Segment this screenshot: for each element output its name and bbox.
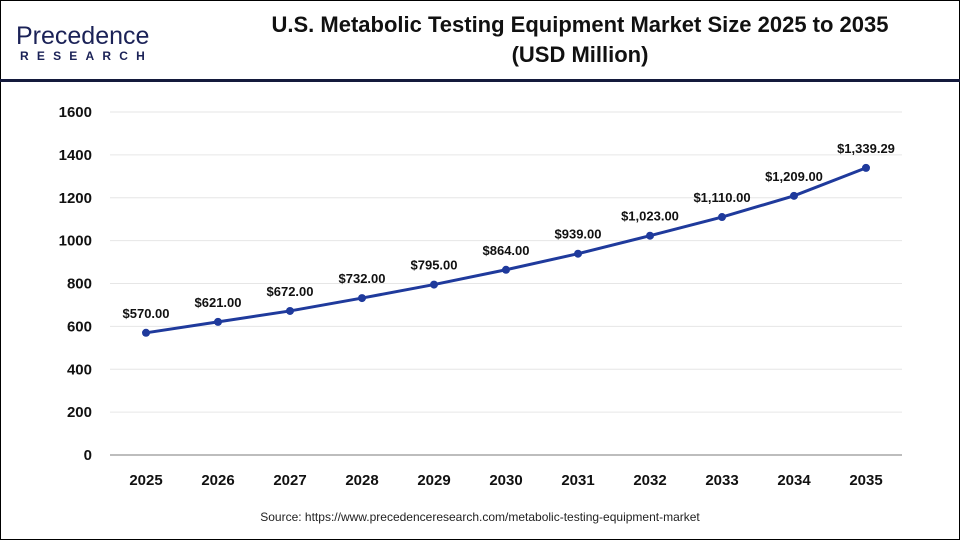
chart-title: U.S. Metabolic Testing Equipment Market … bbox=[200, 10, 960, 70]
y-tick-label: 200 bbox=[67, 404, 92, 421]
data-point bbox=[430, 280, 438, 289]
header-divider bbox=[0, 79, 960, 82]
y-tick-label: 1400 bbox=[59, 147, 92, 164]
data-label: $621.00 bbox=[195, 295, 242, 310]
data-point bbox=[142, 328, 150, 337]
data-point bbox=[502, 265, 510, 274]
data-label: $672.00 bbox=[267, 284, 314, 299]
source-note: Source: https://www.precedenceresearch.c… bbox=[260, 510, 700, 524]
data-label: $570.00 bbox=[123, 306, 170, 321]
y-tick-label: 400 bbox=[67, 361, 92, 378]
data-point bbox=[862, 163, 870, 172]
data-label: $864.00 bbox=[483, 243, 530, 258]
data-label: $939.00 bbox=[555, 227, 602, 242]
x-tick-label: 2034 bbox=[777, 472, 811, 489]
x-tick-label: 2026 bbox=[201, 472, 234, 489]
data-label: $732.00 bbox=[339, 271, 386, 286]
x-tick-label: 2035 bbox=[849, 472, 882, 489]
x-tick-label: 2031 bbox=[561, 472, 594, 489]
data-label: $795.00 bbox=[411, 258, 458, 273]
chart-title-line2: (USD Million) bbox=[511, 42, 649, 67]
x-tick-label: 2025 bbox=[129, 472, 162, 489]
y-tick-label: 1200 bbox=[59, 190, 92, 207]
data-point bbox=[646, 231, 654, 240]
data-point bbox=[718, 213, 726, 222]
data-point bbox=[286, 306, 294, 315]
logo-wordmark: Precedence bbox=[16, 22, 150, 50]
y-tick-label: 600 bbox=[67, 318, 92, 335]
data-point bbox=[214, 317, 222, 326]
x-tick-label: 2030 bbox=[489, 472, 522, 489]
x-tick-label: 2029 bbox=[417, 472, 450, 489]
logo-subtitle: RESEARCH bbox=[20, 49, 153, 63]
data-label: $1,110.00 bbox=[693, 190, 750, 205]
data-point bbox=[574, 249, 582, 258]
data-point bbox=[790, 191, 798, 200]
x-tick-label: 2033 bbox=[705, 472, 738, 489]
y-tick-label: 0 bbox=[84, 447, 92, 464]
chart-title-line1: U.S. Metabolic Testing Equipment Market … bbox=[271, 12, 889, 37]
x-tick-label: 2028 bbox=[345, 472, 378, 489]
x-tick-label: 2032 bbox=[633, 472, 666, 489]
data-label: $1,339.29 bbox=[837, 141, 895, 156]
y-tick-label: 1600 bbox=[59, 104, 92, 121]
y-tick-label: 800 bbox=[67, 276, 92, 293]
precedence-research-logo: Precedence RESEARCH bbox=[16, 22, 166, 63]
data-label: $1,209.00 bbox=[765, 169, 823, 184]
data-label: $1,023.00 bbox=[621, 209, 679, 224]
x-tick-label: 2027 bbox=[273, 472, 306, 489]
y-tick-label: 1000 bbox=[59, 233, 92, 250]
data-point bbox=[358, 294, 366, 303]
